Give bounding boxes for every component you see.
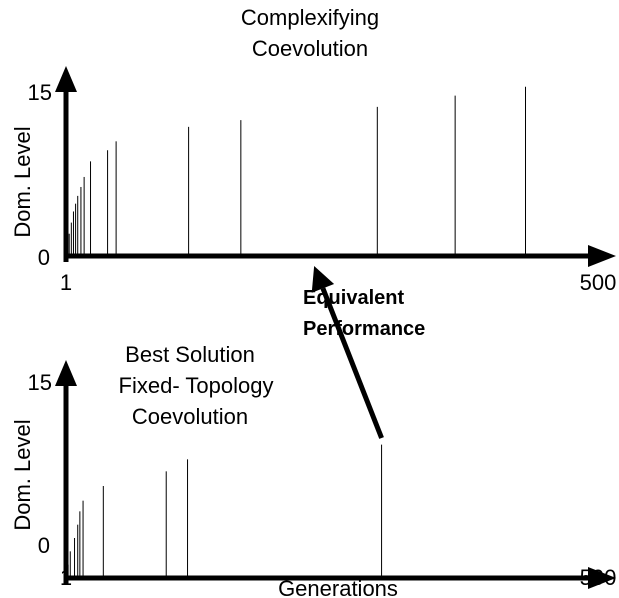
top-chart-x-tick-max: 500 xyxy=(580,270,617,295)
bottom-chart-x-axis-arrowhead xyxy=(588,567,616,589)
top-chart-y-tick-max: 15 xyxy=(28,80,52,105)
equivalent-performance-annotation: Equivalent Performance xyxy=(303,266,425,439)
bottom-chart-title-line-3: Coevolution xyxy=(132,404,248,429)
top-chart-y-axis-label: Dom. Level xyxy=(10,126,35,237)
bottom-chart-title-line-2: Fixed- Topology xyxy=(119,373,274,398)
top-chart-x-tick-min: 1 xyxy=(60,270,72,295)
annotation-arrow-shaft xyxy=(320,287,384,439)
bottom-chart-x-tick-max: 500 xyxy=(580,565,617,590)
annotation-line-1: Equivalent xyxy=(303,287,404,309)
bottom-chart-y-axis-arrowhead xyxy=(55,360,77,386)
top-chart-title-line-1: Complexifying xyxy=(241,5,379,30)
top-chart: Complexifying Coevolution 15 0 1 500 Dom… xyxy=(10,5,616,295)
bottom-chart-y-axis-label: Dom. Level xyxy=(10,419,35,530)
bottom-chart-x-tick-min: 1 xyxy=(60,565,72,590)
annotation-arrowhead xyxy=(311,266,335,293)
bottom-chart-y-tick-min: 0 xyxy=(38,533,50,558)
top-chart-bars xyxy=(66,86,527,254)
bottom-chart-title-line-1: Best Solution xyxy=(125,342,255,367)
bottom-chart: Best Solution Fixed- Topology Coevolutio… xyxy=(10,342,616,598)
bottom-chart-x-axis-label: Generations xyxy=(278,576,398,598)
top-chart-y-axis-arrowhead xyxy=(55,66,77,92)
top-chart-x-axis-arrowhead xyxy=(588,245,616,267)
top-chart-title-line-2: Coevolution xyxy=(252,36,368,61)
bottom-chart-y-tick-max: 15 xyxy=(28,370,52,395)
bottom-chart-bars xyxy=(67,444,383,576)
annotation-line-2: Performance xyxy=(303,318,425,340)
top-chart-y-tick-min: 0 xyxy=(38,245,50,270)
